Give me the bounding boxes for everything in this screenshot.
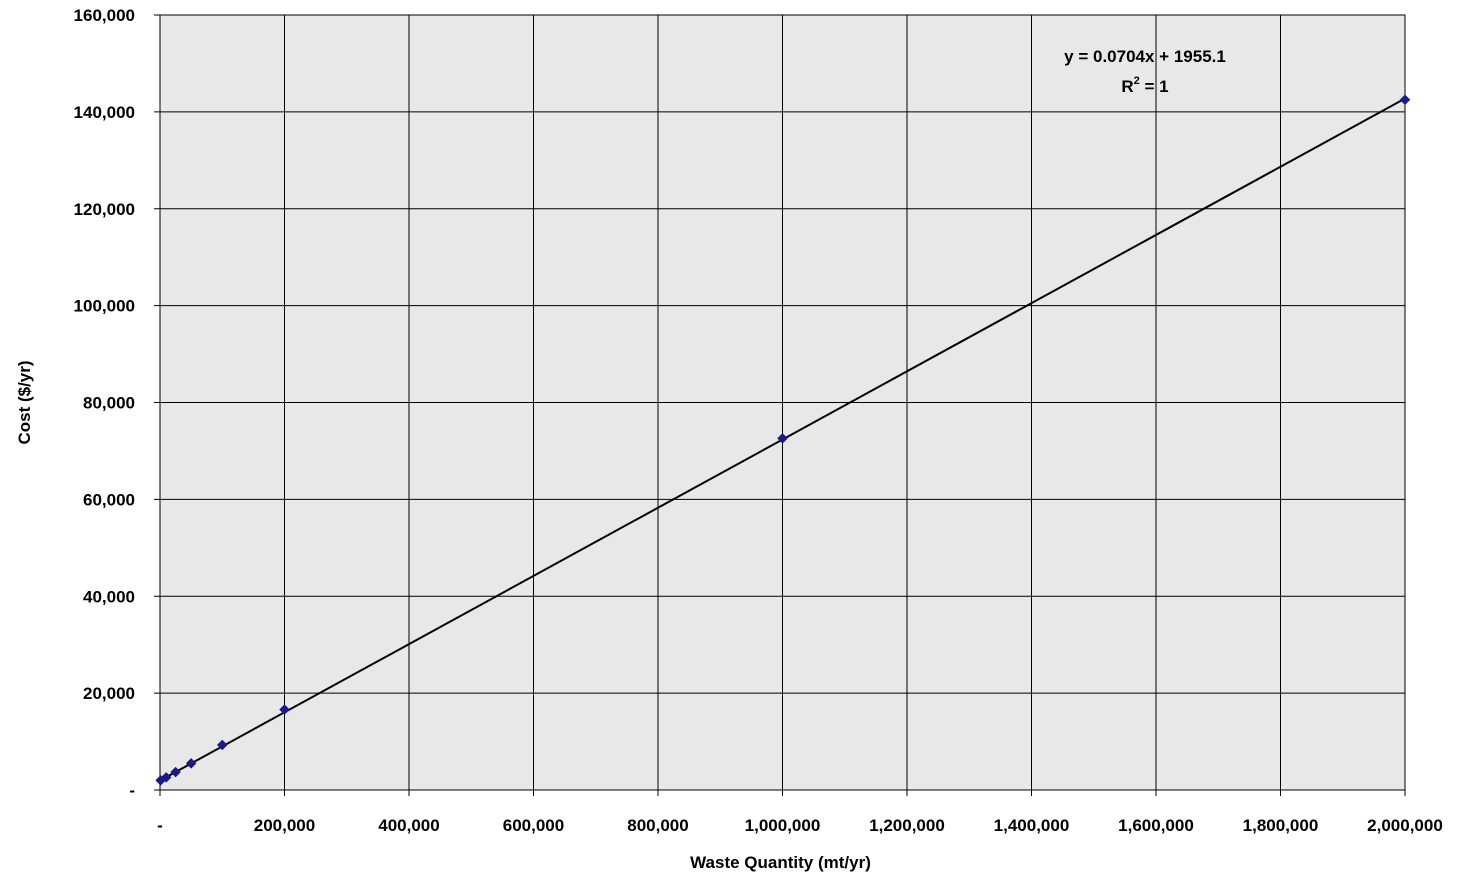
x-axis-ticks: - 200,000 400,000 600,000 800,000 1,000,000 1,… — [157, 790, 1443, 835]
x-tick-label: 1,200,000 — [869, 816, 945, 835]
trendline-equation: y = 0.0704x + 1955.1 — [1064, 47, 1226, 66]
grid — [159, 14, 1406, 791]
data-point — [170, 766, 181, 778]
y-tick-label: 20,000 — [83, 684, 135, 703]
x-tick-label: 1,000,000 — [745, 816, 821, 835]
y-tick-label: 80,000 — [83, 394, 135, 413]
y-tick-label: - — [129, 781, 135, 800]
x-tick-label: 200,000 — [254, 816, 315, 835]
data-point — [160, 772, 172, 783]
data-point — [777, 432, 788, 444]
y-tick-label: 140,000 — [74, 103, 135, 122]
x-tick-label: 400,000 — [378, 816, 439, 835]
x-tick-label: 1,600,000 — [1118, 816, 1194, 835]
y-tick-label: 120,000 — [74, 200, 135, 219]
x-tick-label: 1,400,000 — [994, 816, 1070, 835]
trendline-r-squared: R2 = 1 — [1121, 75, 1168, 96]
x-tick-label: 600,000 — [503, 816, 564, 835]
x-tick-label: 2,000,000 — [1367, 816, 1443, 835]
data-point — [216, 739, 228, 751]
x-tick-label: - — [157, 816, 163, 835]
y-axis-ticks: - 20,000 40,000 60,000 80,000 100,000 120,000 1… — [74, 6, 160, 800]
x-tick-label: 1,800,000 — [1243, 816, 1319, 835]
x-tick-label: 800,000 — [627, 816, 688, 835]
x-axis-title: Waste Quantity (mt/yr) — [690, 853, 871, 872]
data-point — [1399, 94, 1411, 106]
y-tick-label: 40,000 — [83, 587, 135, 606]
data-point — [279, 704, 290, 715]
y-tick-label: 160,000 — [74, 6, 135, 25]
y-axis-title: Cost ($/yr) — [15, 360, 34, 444]
y-tick-label: 100,000 — [74, 297, 135, 316]
y-tick-label: 60,000 — [83, 490, 135, 509]
data-point — [185, 758, 197, 769]
data-points — [155, 94, 1411, 786]
